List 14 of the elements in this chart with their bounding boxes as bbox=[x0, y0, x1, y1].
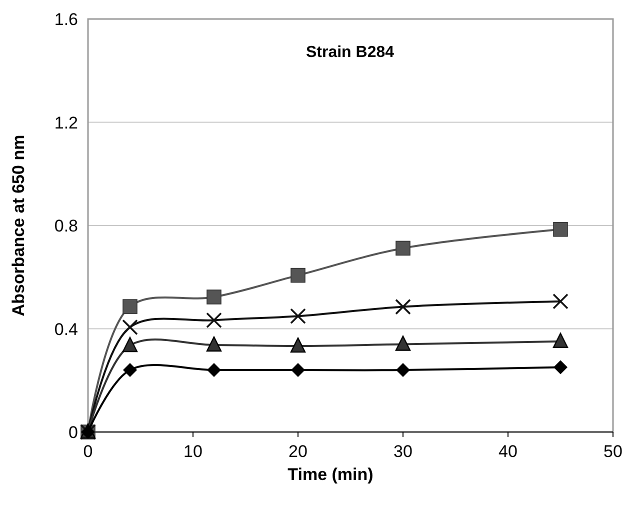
x-tick-label: 50 bbox=[604, 442, 622, 461]
x-tick-label: 40 bbox=[498, 442, 518, 461]
x-axis-title: Time (min) bbox=[288, 465, 374, 484]
y-axis-title: Absorbance at 650 nm bbox=[9, 134, 28, 316]
y-tick-label: 0 bbox=[68, 423, 78, 442]
y-tick-label: 1.6 bbox=[54, 10, 78, 29]
y-tick-label: 1.2 bbox=[54, 113, 78, 132]
x-tick-label: 10 bbox=[184, 442, 202, 461]
text: Strain B284 bbox=[306, 44, 394, 61]
x-tick-label: 30 bbox=[394, 442, 412, 461]
y-tick-label: 0.8 bbox=[54, 216, 78, 236]
x-tick-label: 0 bbox=[83, 442, 93, 461]
y-tick-label: 0.4 bbox=[54, 320, 78, 339]
x-tick-label: 20 bbox=[288, 442, 308, 461]
